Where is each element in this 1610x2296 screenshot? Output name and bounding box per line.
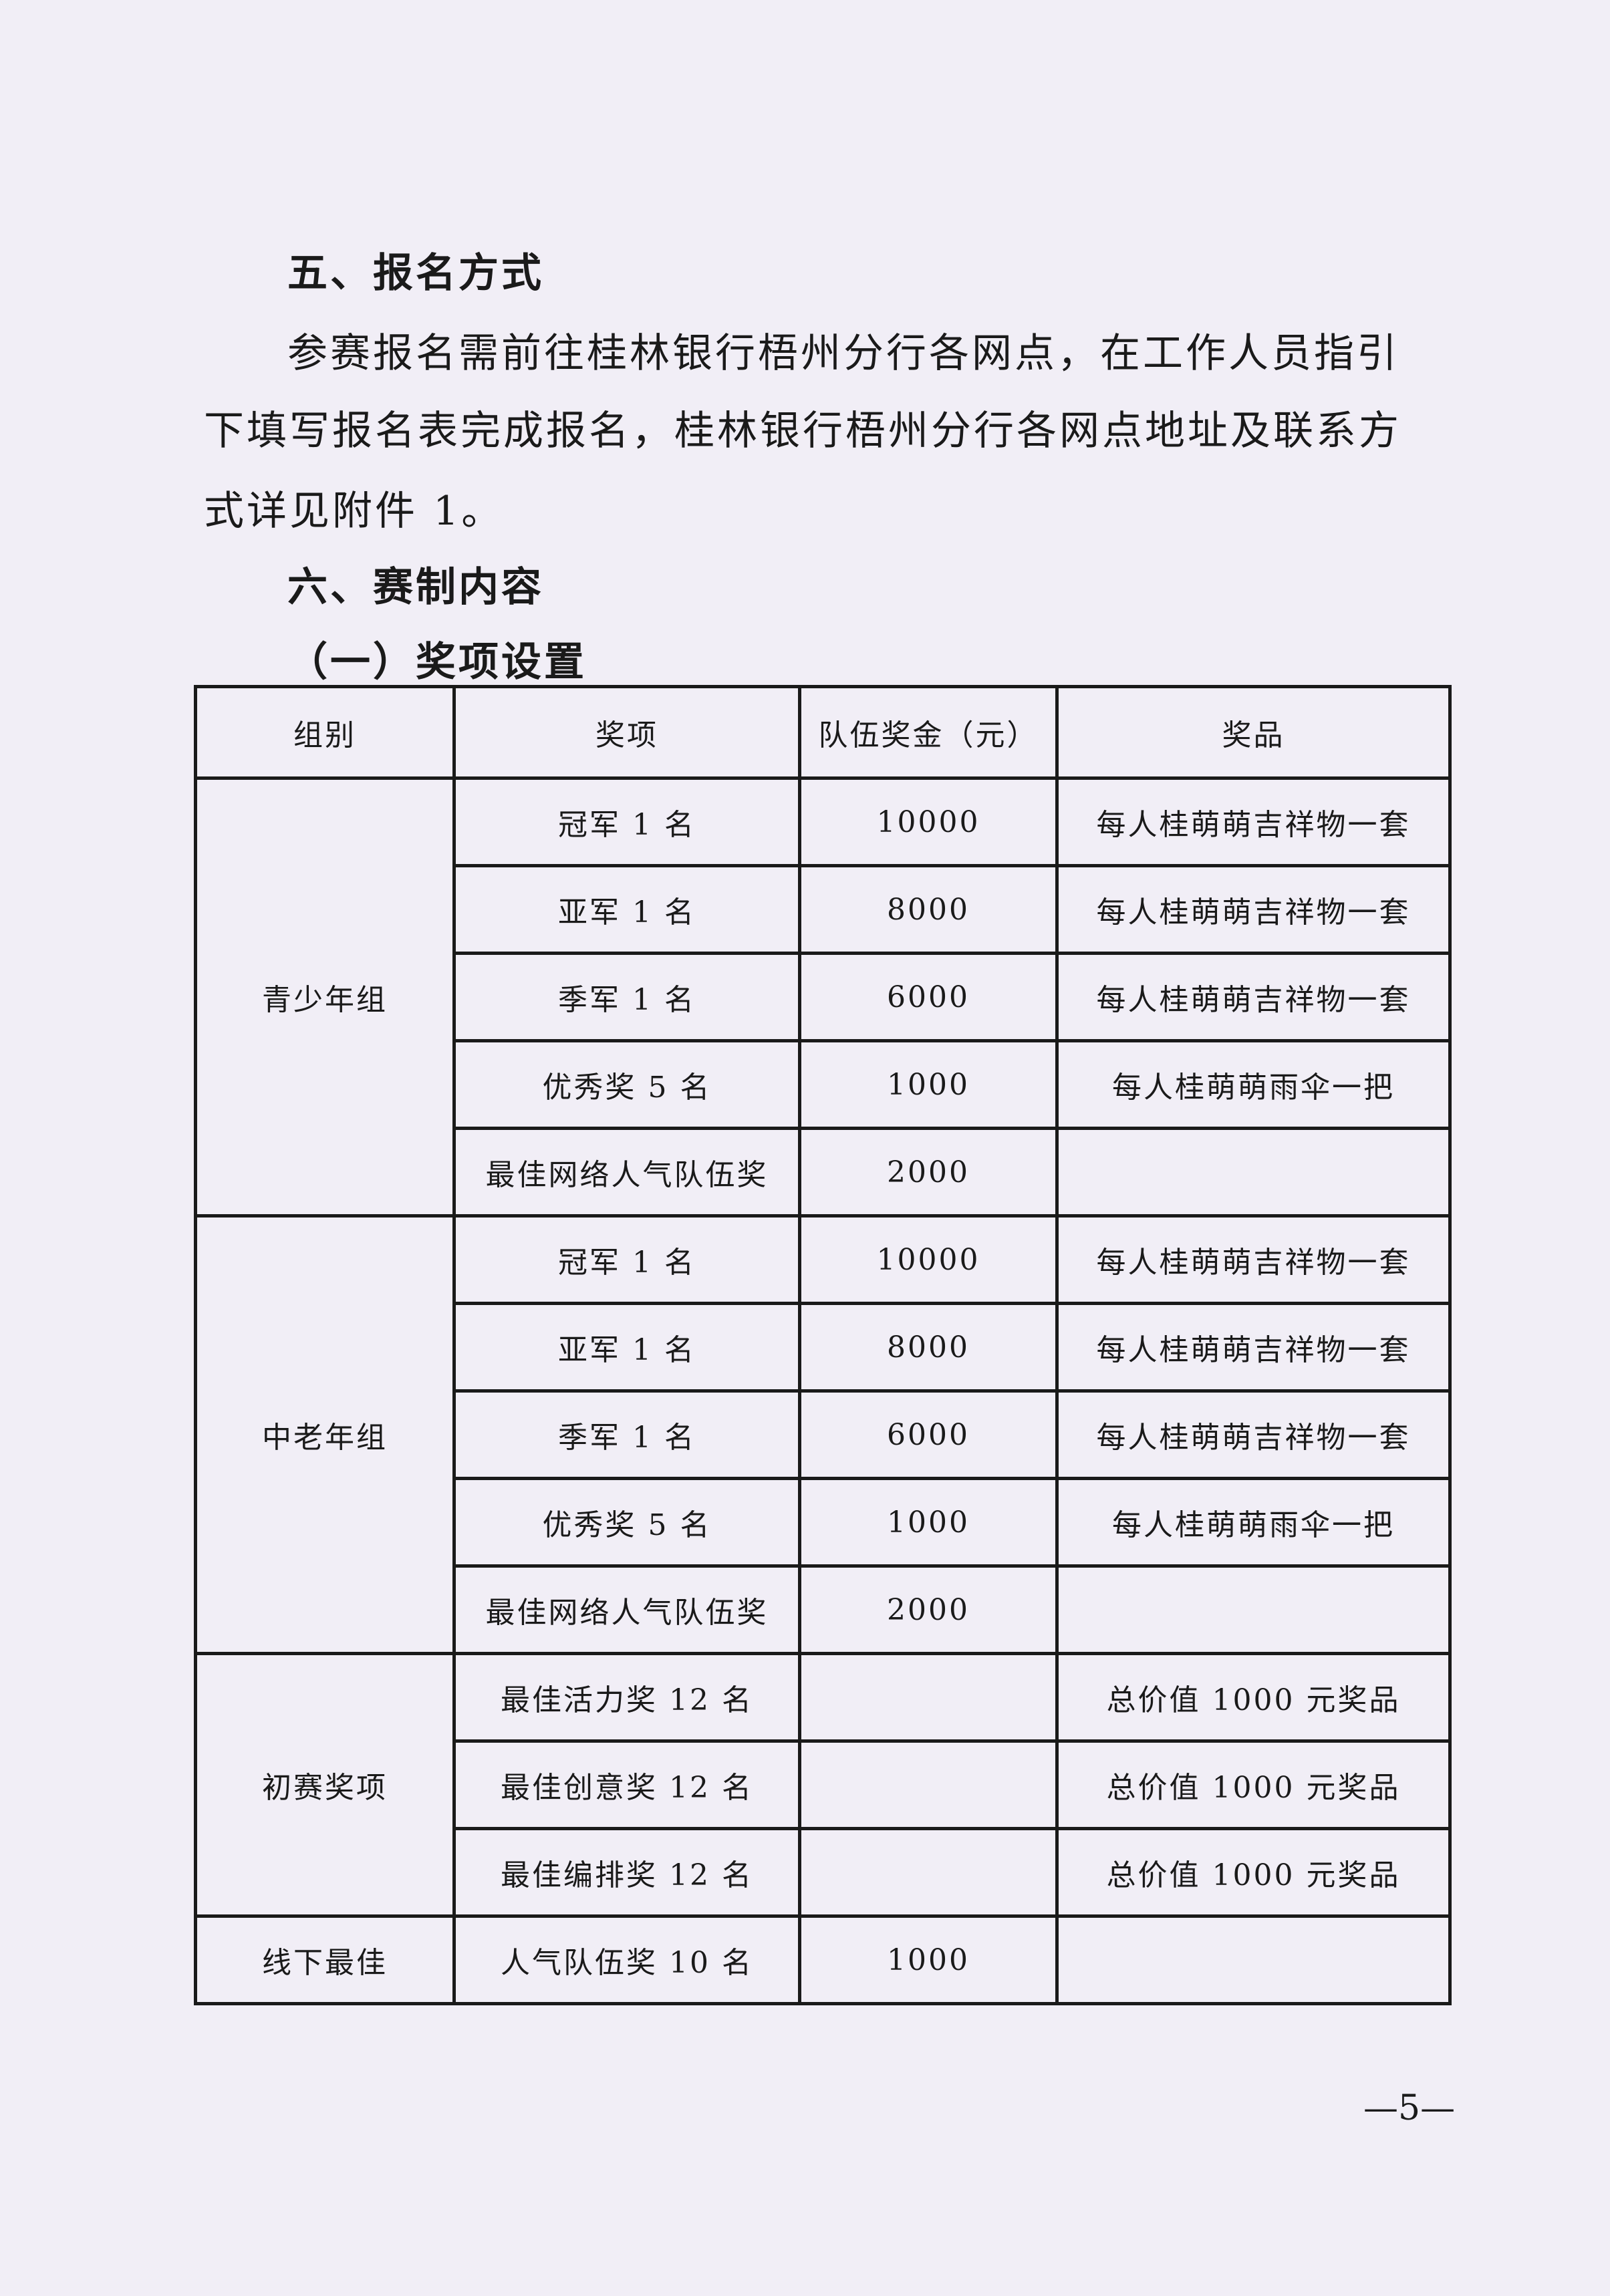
- award-cell: 冠军 1 名: [452, 776, 801, 867]
- prize-money-cell: 1000: [798, 1914, 1059, 2005]
- prize-money-cell: 10000: [798, 1214, 1059, 1305]
- prize-money-cell: 2000: [798, 1564, 1059, 1655]
- prize-item-cell: [1055, 1914, 1452, 2005]
- prize-money-cell: 8000: [798, 1302, 1059, 1393]
- prize-item-cell: 每人桂萌萌吉祥物一套: [1055, 952, 1452, 1042]
- prize-money-cell: [798, 1739, 1059, 1830]
- page-number: —5—: [1363, 2088, 1456, 2128]
- table-row: 最佳编排奖 12 名 总价值 1000 元奖品: [196, 1827, 1452, 1918]
- award-cell: 亚军 1 名: [452, 864, 801, 955]
- award-cell: 优秀奖 5 名: [452, 1477, 801, 1568]
- prize-money-cell: 1000: [798, 1039, 1059, 1130]
- section-5-heading: 五、报名方式: [287, 250, 544, 297]
- prize-item-cell: 每人桂萌萌雨伞一把: [1055, 1039, 1452, 1130]
- prize-money-cell: 6000: [798, 952, 1059, 1042]
- award-cell: 季军 1 名: [452, 952, 801, 1042]
- award-cell: 季军 1 名: [452, 1389, 801, 1480]
- table-row: 亚军 1 名 8000 每人桂萌萌吉祥物一套: [196, 864, 1452, 955]
- prize-item-cell: 每人桂萌萌吉祥物一套: [1055, 1214, 1452, 1305]
- group-cell: 中老年组: [194, 1214, 456, 1655]
- award-cell: 最佳创意奖 12 名: [452, 1739, 801, 1830]
- prize-item-cell: 每人桂萌萌吉祥物一套: [1055, 1389, 1452, 1480]
- table-row: 优秀奖 5 名 1000 每人桂萌萌雨伞一把: [196, 1039, 1452, 1130]
- award-cell: 优秀奖 5 名: [452, 1039, 801, 1130]
- award-cell: 人气队伍奖 10 名: [452, 1914, 801, 2005]
- table-row: 中老年组 冠军 1 名 10000 每人桂萌萌吉祥物一套: [194, 1214, 1452, 1655]
- award-cell: 最佳编排奖 12 名: [452, 1827, 801, 1918]
- group-cell: 青少年组: [194, 776, 456, 1217]
- table-row: 初赛奖项 最佳活力奖 12 名总价值 1000 元奖品: [194, 1652, 1452, 1918]
- group-cell: 线下最佳: [194, 1914, 456, 2005]
- prize-item-cell: 每人桂萌萌吉祥物一套: [1055, 864, 1452, 955]
- prize-item-cell: 每人桂萌萌雨伞一把: [1055, 1477, 1452, 1568]
- paragraph-line: 下填写报名表完成报名，桂林银行梧州分行各网点地址及联系方: [204, 408, 1401, 454]
- group-cell: 初赛奖项: [194, 1652, 456, 1918]
- prize-item-cell: 总价值 1000 元奖品: [1055, 1652, 1452, 1743]
- award-cell: 最佳活力奖 12 名: [452, 1652, 801, 1743]
- table-row: 季军 1 名 6000 每人桂萌萌吉祥物一套: [196, 952, 1452, 1042]
- column-header: 奖项: [452, 685, 801, 780]
- prize-item-cell: 总价值 1000 元奖品: [1055, 1827, 1452, 1918]
- award-cell: 最佳网络人气队伍奖: [452, 1127, 801, 1217]
- paragraph-line: 式详见附件 1。: [204, 488, 505, 535]
- table-row: 季军 1 名 6000 每人桂萌萌吉祥物一套: [196, 1389, 1452, 1480]
- award-cell: 最佳网络人气队伍奖: [452, 1564, 801, 1655]
- subsection-heading: （一）奖项设置: [287, 639, 587, 686]
- prize-money-cell: [798, 1827, 1059, 1918]
- prize-money-cell: 6000: [798, 1389, 1059, 1480]
- prize-money-cell: 2000: [798, 1127, 1059, 1217]
- table-row: 线下最佳 人气队伍奖 10 名 1000: [194, 1914, 1452, 2005]
- table-row: 亚军 1 名 8000 每人桂萌萌吉祥物一套: [196, 1302, 1452, 1393]
- column-header: 奖品: [1055, 685, 1452, 780]
- prize-money-cell: 10000: [798, 776, 1059, 867]
- prize-item-cell: 每人桂萌萌吉祥物一套: [1055, 776, 1452, 867]
- prize-money-cell: 8000: [798, 864, 1059, 955]
- paragraph-line: 参赛报名需前往桂林银行梧州分行各网点，在工作人员指引: [287, 330, 1399, 377]
- table-row: 优秀奖 5 名 1000 每人桂萌萌雨伞一把: [196, 1477, 1452, 1568]
- column-header: 队伍奖金（元）: [798, 685, 1059, 780]
- table-row: 最佳创意奖 12 名 总价值 1000 元奖品: [196, 1739, 1452, 1830]
- prize-item-cell: [1055, 1127, 1452, 1217]
- prize-item-cell: 总价值 1000 元奖品: [1055, 1739, 1452, 1830]
- table-row: 青少年组 冠军 1 名 10000 每人桂萌萌吉祥物一套: [194, 776, 1452, 1217]
- awards-table: 组别 奖项 队伍奖金（元） 奖品 青少年组 冠军 1 名 10000 每人桂萌萌吉祥物一套亚…: [194, 685, 1452, 2005]
- prize-money-cell: 1000: [798, 1477, 1059, 1568]
- prize-money-cell: [798, 1652, 1059, 1743]
- prize-item-cell: 每人桂萌萌吉祥物一套: [1055, 1302, 1452, 1393]
- award-cell: 亚军 1 名: [452, 1302, 801, 1393]
- column-header: 组别: [194, 685, 456, 780]
- table-row: 最佳网络人气队伍奖 2000: [196, 1564, 1452, 1655]
- prize-item-cell: [1055, 1564, 1452, 1655]
- section-6-heading: 六、赛制内容: [287, 564, 544, 611]
- table-row: 最佳网络人气队伍奖 2000: [196, 1127, 1452, 1217]
- award-cell: 冠军 1 名: [452, 1214, 801, 1305]
